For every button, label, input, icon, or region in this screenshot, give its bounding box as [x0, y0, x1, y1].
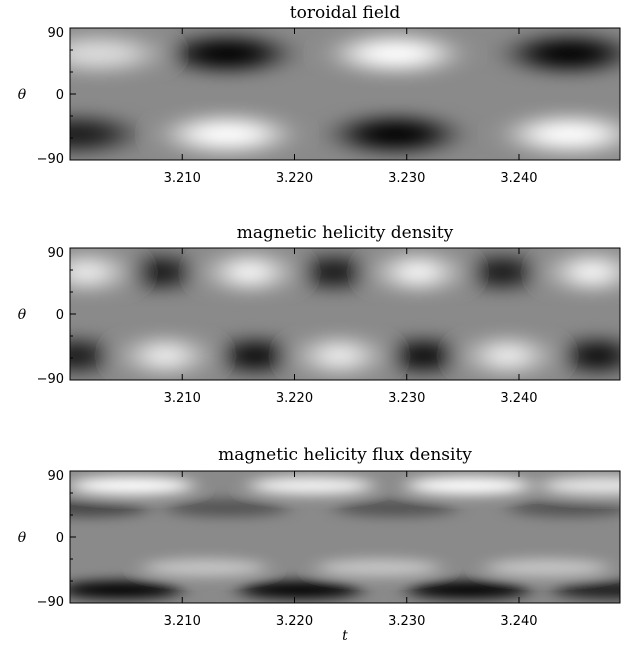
y-tick-label: −90: [37, 372, 64, 387]
heatmap-negative-blob: [175, 37, 280, 70]
x-tick-label: 3.220: [276, 391, 313, 406]
heatmap-positive-blob: [70, 37, 151, 70]
x-axis-label: t: [342, 628, 348, 644]
heatmap-negative-blob: [70, 118, 128, 151]
y-axis-label: θ: [18, 87, 27, 103]
y-tick-label: 90: [47, 26, 64, 41]
panel-title: magnetic helicity density: [237, 223, 454, 243]
y-tick-label: 0: [56, 88, 64, 103]
panel-magnetic-helicity-flux-density: magnetic helicity flux density θ 90 0 −9…: [18, 445, 621, 644]
heatmap-negative-blob: [406, 580, 531, 599]
heatmap-negative-blob: [70, 498, 149, 517]
heatmap-positive-blob: [309, 339, 370, 372]
y-tick-label: 90: [47, 469, 64, 484]
heatmap-positive-blob: [387, 256, 448, 289]
y-axis-label: θ: [18, 307, 27, 323]
heatmap-positive-blob: [249, 476, 374, 495]
heatmap-positive-blob: [135, 339, 196, 372]
panel-toroidal-field: toroidal field θ 90 0 −90 3.210 3.220 3.23…: [18, 3, 621, 186]
x-tick-label: 3.220: [276, 171, 313, 186]
x-tick-label: 3.240: [500, 171, 537, 186]
x-tick-label: 3.230: [388, 614, 425, 629]
heatmap-positive-blob: [485, 558, 610, 577]
heatmap-negative-blob: [393, 339, 454, 372]
heatmap-negative-blob: [333, 498, 458, 517]
panel-magnetic-helicity-density: magnetic helicity density θ 90 0 −90 3.2…: [18, 223, 621, 406]
heatmap-negative-blob: [552, 580, 620, 599]
heatmap-negative-blob: [70, 580, 183, 599]
y-tick-label: −90: [37, 152, 64, 167]
heatmap-negative-blob: [225, 339, 286, 372]
heatmap-negative-blob: [165, 498, 290, 517]
heatmap-negative-blob: [472, 256, 533, 289]
x-tick-label: 3.210: [164, 171, 201, 186]
heatmap-negative-blob: [517, 37, 620, 70]
heatmap-positive-blob: [219, 256, 280, 289]
heatmap-positive-blob: [343, 37, 448, 70]
heatmap-positive-blob: [70, 256, 117, 289]
heatmap-positive-blob: [316, 558, 441, 577]
y-tick-label: 90: [47, 246, 64, 261]
x-tick-label: 3.240: [500, 391, 537, 406]
panel-title: magnetic helicity flux density: [218, 445, 472, 465]
heatmap-negative-blob: [343, 118, 448, 151]
y-tick-label: 0: [56, 531, 64, 546]
y-tick-label: 0: [56, 308, 64, 323]
heatmap-positive-blob: [517, 118, 620, 151]
x-tick-label: 3.230: [388, 171, 425, 186]
heatmap-positive-blob: [541, 476, 620, 495]
y-axis-label: θ: [18, 530, 27, 546]
heatmap-area: [70, 471, 620, 603]
panel-title: toroidal field: [290, 3, 401, 23]
heatmap-negative-blob: [567, 339, 620, 372]
x-tick-label: 3.230: [388, 391, 425, 406]
x-tick-label: 3.220: [276, 614, 313, 629]
heatmap-positive-blob: [175, 118, 280, 151]
heatmap-negative-blob: [303, 256, 364, 289]
x-tick-label: 3.240: [500, 614, 537, 629]
heatmap-area: [70, 28, 620, 160]
heatmap-negative-blob: [238, 580, 363, 599]
heatmap-positive-blob: [70, 476, 194, 495]
y-tick-label: −90: [37, 595, 64, 610]
heatmap-negative-blob: [70, 339, 106, 372]
heatmap-area: [70, 248, 620, 380]
x-tick-label: 3.210: [164, 391, 201, 406]
x-tick-label: 3.210: [164, 614, 201, 629]
heatmap-negative-blob: [129, 256, 190, 289]
heatmap-positive-blob: [406, 476, 531, 495]
heatmap-positive-blob: [477, 339, 538, 372]
heatmap-positive-blob: [142, 558, 267, 577]
heatmap-negative-blob: [507, 498, 620, 517]
heatmap-positive-blob: [561, 256, 620, 289]
